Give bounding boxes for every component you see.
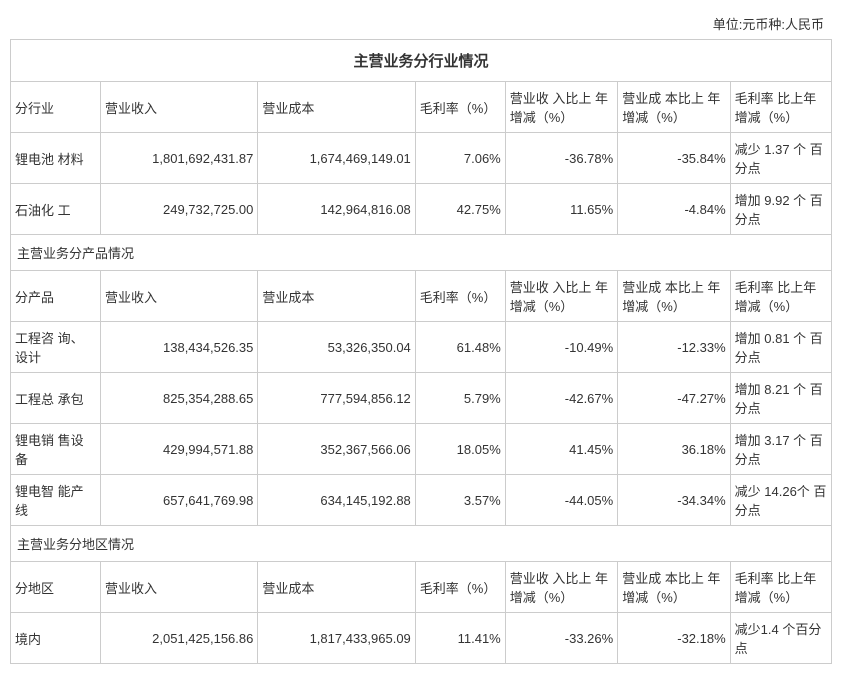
cell-costchg: -34.34% bbox=[618, 475, 730, 526]
header-row-industry: 分行业 营业收入 营业成本 毛利率（%） 营业收 入比上 年增减（%） 营业成 … bbox=[11, 82, 832, 133]
col-header-revchg: 营业收 入比上 年增减（%） bbox=[505, 271, 617, 322]
cell-gross: 7.06% bbox=[415, 133, 505, 184]
col-header-costchg: 营业成 本比上 年增减（%） bbox=[618, 82, 730, 133]
cell-revenue: 429,994,571.88 bbox=[100, 424, 257, 475]
col-header-revenue: 营业收入 bbox=[100, 562, 257, 613]
cell-costchg: -4.84% bbox=[618, 184, 730, 235]
cell-costchg: -12.33% bbox=[618, 322, 730, 373]
cell-cost: 1,674,469,149.01 bbox=[258, 133, 415, 184]
cell-revchg: -36.78% bbox=[505, 133, 617, 184]
cell-name: 境内 bbox=[11, 613, 101, 664]
col-header-revenue: 营业收入 bbox=[100, 271, 257, 322]
cell-revchg: -42.67% bbox=[505, 373, 617, 424]
table-row: 工程咨 询、设计 138,434,526.35 53,326,350.04 61… bbox=[11, 322, 832, 373]
col-header-gross: 毛利率（%） bbox=[415, 82, 505, 133]
cell-grosschg: 减少 1.37 个 百分点 bbox=[730, 133, 831, 184]
cell-name: 工程总 承包 bbox=[11, 373, 101, 424]
business-table: 主营业务分行业情况 分行业 营业收入 营业成本 毛利率（%） 营业收 入比上 年… bbox=[10, 39, 832, 664]
cell-cost: 634,145,192.88 bbox=[258, 475, 415, 526]
section-label: 主营业务分产品情况 bbox=[11, 235, 832, 271]
section-label: 主营业务分地区情况 bbox=[11, 526, 832, 562]
col-header-cost: 营业成本 bbox=[258, 82, 415, 133]
cell-name: 锂电智 能产线 bbox=[11, 475, 101, 526]
table-row: 石油化 工 249,732,725.00 142,964,816.08 42.7… bbox=[11, 184, 832, 235]
cell-revchg: 11.65% bbox=[505, 184, 617, 235]
cell-grosschg: 增加 8.21 个 百分点 bbox=[730, 373, 831, 424]
cell-grosschg: 增加 3.17 个 百分点 bbox=[730, 424, 831, 475]
cell-gross: 61.48% bbox=[415, 322, 505, 373]
cell-revchg: -44.05% bbox=[505, 475, 617, 526]
cell-costchg: 36.18% bbox=[618, 424, 730, 475]
cell-costchg: -47.27% bbox=[618, 373, 730, 424]
cell-gross: 18.05% bbox=[415, 424, 505, 475]
col-header-cost: 营业成本 bbox=[258, 562, 415, 613]
col-header-grosschg: 毛利率 比上年 增减（%） bbox=[730, 271, 831, 322]
col-header-revchg: 营业收 入比上 年增减（%） bbox=[505, 562, 617, 613]
col-header-costchg: 营业成 本比上 年增减（%） bbox=[618, 271, 730, 322]
cell-gross: 42.75% bbox=[415, 184, 505, 235]
table-title: 主营业务分行业情况 bbox=[11, 40, 832, 82]
cell-cost: 1,817,433,965.09 bbox=[258, 613, 415, 664]
cell-revenue: 825,354,288.65 bbox=[100, 373, 257, 424]
cell-grosschg: 减少 14.26个 百分点 bbox=[730, 475, 831, 526]
cell-revenue: 249,732,725.00 bbox=[100, 184, 257, 235]
table-row: 境内 2,051,425,156.86 1,817,433,965.09 11.… bbox=[11, 613, 832, 664]
col-header-gross: 毛利率（%） bbox=[415, 271, 505, 322]
table-row: 锂电智 能产线 657,641,769.98 634,145,192.88 3.… bbox=[11, 475, 832, 526]
header-row-product: 分产品 营业收入 营业成本 毛利率（%） 营业收 入比上 年增减（%） 营业成 … bbox=[11, 271, 832, 322]
cell-grosschg: 增加 0.81 个 百分点 bbox=[730, 322, 831, 373]
cell-gross: 5.79% bbox=[415, 373, 505, 424]
col-header-revchg: 营业收 入比上 年增减（%） bbox=[505, 82, 617, 133]
cell-revchg: -33.26% bbox=[505, 613, 617, 664]
unit-label: 单位:元币种:人民币 bbox=[10, 10, 832, 39]
section-row-product: 主营业务分产品情况 bbox=[11, 235, 832, 271]
table-title-row: 主营业务分行业情况 bbox=[11, 40, 832, 82]
cell-revchg: -10.49% bbox=[505, 322, 617, 373]
col-header-product: 分产品 bbox=[11, 271, 101, 322]
cell-cost: 53,326,350.04 bbox=[258, 322, 415, 373]
table-row: 工程总 承包 825,354,288.65 777,594,856.12 5.7… bbox=[11, 373, 832, 424]
cell-name: 工程咨 询、设计 bbox=[11, 322, 101, 373]
col-header-gross: 毛利率（%） bbox=[415, 562, 505, 613]
cell-gross: 3.57% bbox=[415, 475, 505, 526]
cell-cost: 352,367,566.06 bbox=[258, 424, 415, 475]
cell-revenue: 657,641,769.98 bbox=[100, 475, 257, 526]
cell-grosschg: 减少1.4 个百分 点 bbox=[730, 613, 831, 664]
cell-cost: 777,594,856.12 bbox=[258, 373, 415, 424]
cell-grosschg: 增加 9.92 个 百分点 bbox=[730, 184, 831, 235]
cell-revenue: 2,051,425,156.86 bbox=[100, 613, 257, 664]
col-header-region: 分地区 bbox=[11, 562, 101, 613]
cell-cost: 142,964,816.08 bbox=[258, 184, 415, 235]
table-row: 锂电池 材料 1,801,692,431.87 1,674,469,149.01… bbox=[11, 133, 832, 184]
col-header-grosschg: 毛利率 比上年 增减（%） bbox=[730, 562, 831, 613]
col-header-cost: 营业成本 bbox=[258, 271, 415, 322]
cell-name: 锂电池 材料 bbox=[11, 133, 101, 184]
cell-name: 石油化 工 bbox=[11, 184, 101, 235]
cell-costchg: -35.84% bbox=[618, 133, 730, 184]
col-header-industry: 分行业 bbox=[11, 82, 101, 133]
col-header-grosschg: 毛利率 比上年 增减（%） bbox=[730, 82, 831, 133]
section-row-region: 主营业务分地区情况 bbox=[11, 526, 832, 562]
cell-revenue: 1,801,692,431.87 bbox=[100, 133, 257, 184]
col-header-costchg: 营业成 本比上 年增减（%） bbox=[618, 562, 730, 613]
table-row: 锂电销 售设备 429,994,571.88 352,367,566.06 18… bbox=[11, 424, 832, 475]
col-header-revenue: 营业收入 bbox=[100, 82, 257, 133]
cell-revenue: 138,434,526.35 bbox=[100, 322, 257, 373]
cell-name: 锂电销 售设备 bbox=[11, 424, 101, 475]
header-row-region: 分地区 营业收入 营业成本 毛利率（%） 营业收 入比上 年增减（%） 营业成 … bbox=[11, 562, 832, 613]
cell-gross: 11.41% bbox=[415, 613, 505, 664]
cell-revchg: 41.45% bbox=[505, 424, 617, 475]
cell-costchg: -32.18% bbox=[618, 613, 730, 664]
